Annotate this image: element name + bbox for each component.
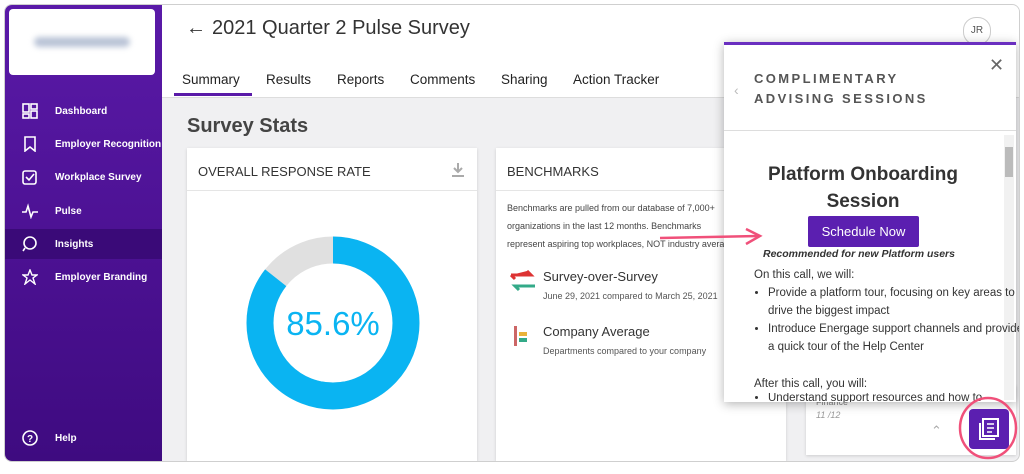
card-count: 11 /12 bbox=[816, 410, 841, 420]
bullet: Provide a platform tour, focusing on key… bbox=[768, 284, 1019, 320]
logo-blur bbox=[34, 37, 130, 47]
icon bbox=[22, 170, 37, 185]
tab[interactable]: Reports bbox=[337, 72, 385, 87]
back-arrow[interactable]: ← bbox=[186, 17, 206, 39]
schedule-button[interactable]: Schedule Now bbox=[808, 216, 919, 247]
tab[interactable]: Comments bbox=[410, 72, 476, 87]
item-subtitle: June 29, 2021 compared to March 25, 2021 bbox=[543, 291, 718, 301]
rate-label: 85.6% bbox=[286, 305, 380, 342]
divider bbox=[187, 190, 477, 191]
after: After this call, you will: bbox=[754, 378, 868, 390]
nav-item-active[interactable]: Insights bbox=[5, 229, 162, 259]
tab-active[interactable]: Summary bbox=[182, 72, 240, 87]
section-title: Survey Stats bbox=[187, 115, 309, 137]
nav-label: Workplace Survey bbox=[55, 171, 142, 183]
page-title: 2021 Quarter 2 Pulse Survey bbox=[212, 17, 470, 39]
clip: Understand support resources and how to … bbox=[724, 393, 1002, 402]
session-title: Platform Onboarding Session bbox=[768, 164, 958, 212]
nav-label: Employer Branding bbox=[55, 271, 148, 283]
close-button[interactable]: ✕ bbox=[989, 55, 1005, 75]
popup-heading: COMPLIMENTARY ADVISING SESSIONS bbox=[754, 71, 928, 106]
divider bbox=[724, 130, 1016, 131]
resources-button[interactable] bbox=[969, 409, 1009, 449]
donut-arc bbox=[246, 236, 420, 410]
nav-label: Insights bbox=[55, 238, 94, 250]
icon bbox=[22, 236, 37, 252]
company-icon bbox=[514, 326, 527, 346]
app-window: Dashboard Employer Recognition Workplace… bbox=[4, 4, 1020, 462]
recommendation: Recommended for new Platform users bbox=[763, 248, 955, 260]
advising-popup: ‹ COMPLIMENTARY ADVISING SESSIONS ✕ Plat… bbox=[724, 42, 1019, 402]
item-subtitle: Departments compared to your company bbox=[543, 346, 707, 356]
nav-item[interactable]: Employer Recognition bbox=[5, 129, 162, 159]
chevron-up[interactable]: ⌃ bbox=[931, 423, 942, 438]
scrollbar[interactable] bbox=[1004, 135, 1014, 400]
icon bbox=[24, 136, 36, 152]
scroll-thumb[interactable] bbox=[1005, 147, 1013, 177]
nav-label: Pulse bbox=[55, 205, 82, 217]
card-title: OVERALL RESPONSE RATE bbox=[198, 164, 371, 179]
svg-text:?: ? bbox=[27, 434, 33, 445]
icon: ? bbox=[22, 430, 38, 446]
logo bbox=[9, 9, 155, 75]
intro: On this call, we will: bbox=[754, 269, 855, 281]
nav-item[interactable]: Employer Branding bbox=[5, 262, 162, 292]
description: Benchmarks are pulled from our database … bbox=[507, 203, 737, 249]
bullet-list: Provide a platform tour, focusing on key… bbox=[724, 284, 1019, 356]
bullet: Introduce Energage support channels and … bbox=[768, 320, 1019, 356]
tab[interactable]: Sharing bbox=[501, 72, 548, 87]
item-title: Company Average bbox=[543, 324, 650, 339]
icon bbox=[22, 269, 38, 285]
bullet: Understand support resources and how to … bbox=[768, 393, 1002, 402]
nav-item[interactable]: Dashboard bbox=[5, 96, 162, 126]
help-link[interactable]: ? Help bbox=[5, 423, 162, 453]
response-card: OVERALL RESPONSE RATE 85.6% bbox=[187, 148, 477, 461]
card-title: BENCHMARKS bbox=[507, 164, 599, 179]
nav-label: Employer Recognition bbox=[55, 138, 162, 150]
icon bbox=[22, 203, 38, 219]
sidebar: Dashboard Employer Recognition Workplace… bbox=[5, 5, 162, 461]
nav-label: Dashboard bbox=[55, 105, 108, 117]
card-label: Finance bbox=[816, 397, 849, 407]
tab[interactable]: Results bbox=[266, 72, 312, 87]
icon bbox=[22, 103, 38, 119]
tab-underline bbox=[174, 93, 252, 96]
nav-label: Help bbox=[55, 432, 77, 444]
nav-item[interactable]: Workplace Survey bbox=[5, 162, 162, 192]
survey-icon bbox=[510, 270, 535, 292]
divider bbox=[496, 190, 786, 191]
bullet-list: Understand support resources and how to … bbox=[724, 393, 1002, 402]
donut-chart: 85.6% bbox=[246, 236, 420, 410]
icon bbox=[979, 418, 999, 440]
collapse-arrow[interactable]: ‹ bbox=[734, 82, 739, 98]
avatar[interactable]: JR bbox=[963, 17, 991, 45]
tab[interactable]: Action Tracker bbox=[573, 72, 660, 87]
nav-item[interactable]: Pulse bbox=[5, 196, 162, 226]
item-title: Survey-over-Survey bbox=[543, 269, 658, 284]
download-icon[interactable] bbox=[451, 162, 465, 178]
